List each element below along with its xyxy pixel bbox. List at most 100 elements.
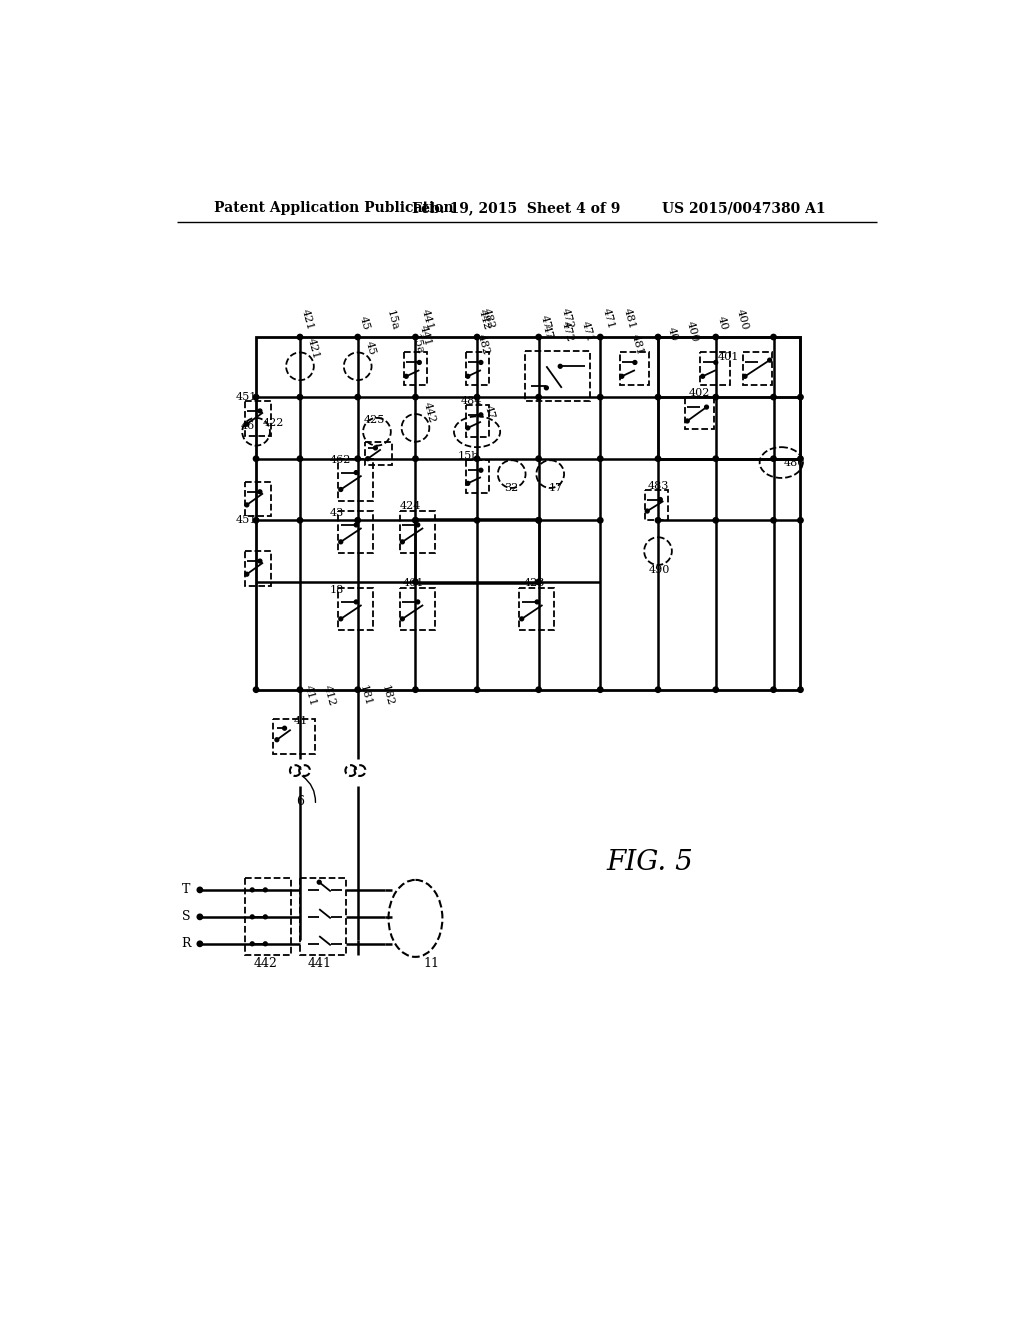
Circle shape xyxy=(536,601,539,603)
Circle shape xyxy=(713,395,719,400)
Circle shape xyxy=(620,375,624,379)
Circle shape xyxy=(768,358,772,362)
Bar xyxy=(524,351,590,401)
Circle shape xyxy=(263,942,267,945)
Text: 481: 481 xyxy=(630,333,645,356)
Circle shape xyxy=(474,395,480,400)
Text: 47: 47 xyxy=(483,404,497,421)
Circle shape xyxy=(713,455,719,462)
Circle shape xyxy=(798,455,803,462)
Text: 401: 401 xyxy=(717,352,738,362)
Bar xyxy=(273,719,315,754)
Circle shape xyxy=(413,395,418,400)
Circle shape xyxy=(297,455,303,462)
Circle shape xyxy=(366,457,370,461)
Circle shape xyxy=(413,517,418,523)
Text: 442: 442 xyxy=(422,401,437,424)
Circle shape xyxy=(245,422,249,426)
Circle shape xyxy=(655,686,660,693)
Bar xyxy=(645,490,668,520)
Circle shape xyxy=(536,686,542,693)
Circle shape xyxy=(413,517,418,523)
Circle shape xyxy=(250,942,254,945)
Circle shape xyxy=(658,498,663,502)
Bar xyxy=(245,482,271,516)
Circle shape xyxy=(520,616,523,620)
Text: 6: 6 xyxy=(296,795,304,808)
Text: 421: 421 xyxy=(300,309,315,331)
Circle shape xyxy=(258,490,262,494)
Circle shape xyxy=(258,409,262,413)
Circle shape xyxy=(355,455,360,462)
Circle shape xyxy=(355,395,360,400)
Bar xyxy=(742,352,772,385)
Circle shape xyxy=(743,375,746,379)
Bar xyxy=(366,442,392,465)
Bar xyxy=(339,511,373,553)
Text: 421: 421 xyxy=(306,337,322,360)
Text: T: T xyxy=(182,883,190,896)
Circle shape xyxy=(263,915,267,919)
Circle shape xyxy=(474,334,480,339)
Circle shape xyxy=(297,686,303,693)
Text: 482: 482 xyxy=(475,333,490,356)
Text: 400: 400 xyxy=(735,309,751,331)
Text: 402: 402 xyxy=(689,388,711,399)
Circle shape xyxy=(474,455,480,462)
Circle shape xyxy=(283,726,287,730)
Circle shape xyxy=(258,560,262,564)
Text: 442: 442 xyxy=(254,957,278,970)
Text: US 2015/0047380 A1: US 2015/0047380 A1 xyxy=(662,202,825,215)
Text: 181: 181 xyxy=(357,684,373,708)
Text: 422: 422 xyxy=(263,417,285,428)
Text: Feb. 19, 2015  Sheet 4 of 9: Feb. 19, 2015 Sheet 4 of 9 xyxy=(412,202,620,215)
Circle shape xyxy=(404,375,409,379)
Circle shape xyxy=(466,482,470,486)
Circle shape xyxy=(633,360,637,364)
Circle shape xyxy=(274,738,279,742)
Circle shape xyxy=(655,517,660,523)
Bar xyxy=(403,352,427,385)
Circle shape xyxy=(400,540,404,544)
Circle shape xyxy=(536,334,542,339)
Text: 15a: 15a xyxy=(385,309,399,331)
Bar xyxy=(400,589,435,631)
Circle shape xyxy=(771,455,776,462)
Text: 441: 441 xyxy=(419,309,434,331)
Circle shape xyxy=(479,413,483,417)
Bar xyxy=(256,337,801,689)
Circle shape xyxy=(536,517,542,523)
Text: 441: 441 xyxy=(307,957,332,970)
Text: 15a: 15a xyxy=(410,334,425,356)
Circle shape xyxy=(253,517,259,523)
Circle shape xyxy=(413,455,418,462)
Text: 442: 442 xyxy=(477,309,493,331)
Circle shape xyxy=(536,455,542,462)
Text: 41: 41 xyxy=(294,715,308,726)
Circle shape xyxy=(245,573,249,576)
Text: Patent Application Publication: Patent Application Publication xyxy=(214,202,454,215)
Text: 471: 471 xyxy=(580,319,595,343)
Circle shape xyxy=(355,686,360,693)
Circle shape xyxy=(354,471,358,474)
Text: 45: 45 xyxy=(364,341,377,356)
Bar xyxy=(685,397,714,429)
Text: 40: 40 xyxy=(716,315,729,331)
Circle shape xyxy=(798,395,803,400)
Circle shape xyxy=(339,616,343,620)
Bar xyxy=(245,401,271,436)
Circle shape xyxy=(713,334,719,339)
Text: 472: 472 xyxy=(560,319,575,343)
Circle shape xyxy=(413,686,418,693)
Circle shape xyxy=(297,517,303,523)
Circle shape xyxy=(245,503,249,507)
Text: 11: 11 xyxy=(423,957,439,970)
Circle shape xyxy=(474,686,480,693)
Circle shape xyxy=(655,455,660,462)
Text: 484: 484 xyxy=(461,396,482,407)
Text: 424: 424 xyxy=(400,502,422,511)
Circle shape xyxy=(250,888,254,892)
Circle shape xyxy=(253,455,259,462)
Bar xyxy=(400,511,435,553)
Text: R: R xyxy=(181,937,190,950)
